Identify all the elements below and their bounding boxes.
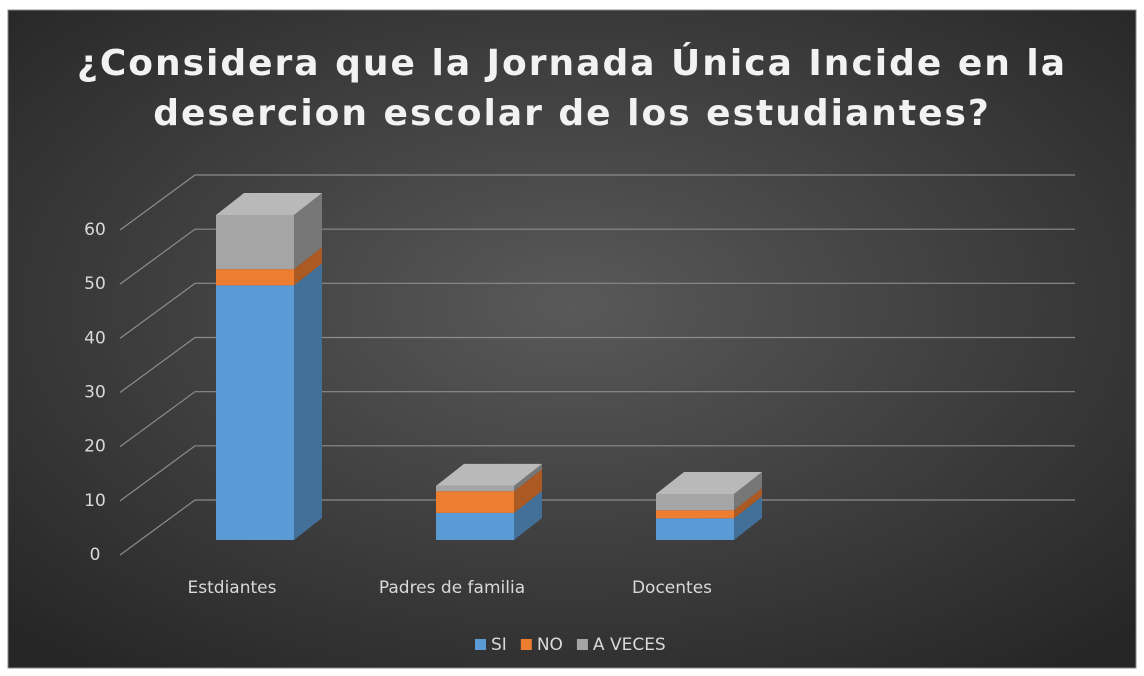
bar [436,512,514,540]
legend-label: A VECES [593,635,666,655]
grid-line [119,282,1075,339]
bar-side [734,488,762,519]
legend-swatch [576,639,588,650]
legend-label: SI [491,635,507,655]
bar-side [734,471,762,511]
legend-swatch [475,639,486,650]
y-tick-label: 30 [84,383,106,403]
bar-side [514,463,542,492]
grid-line [119,445,1075,502]
bar [216,269,294,286]
bar-side [294,263,322,540]
bar [656,518,734,540]
bar-top [216,193,322,215]
bar [216,215,294,270]
bar-top [436,463,542,486]
x-tick-label: Padres de familia [379,578,525,598]
bar-side [514,490,542,540]
legend-label: NO [537,635,563,655]
chart-title: ¿Considera que la Jornada Única Incide e… [77,42,1067,84]
y-tick-label: 40 [84,328,106,348]
grid-line [119,174,1075,231]
chart-title: desercion escolar de los estudiantes? [153,93,991,134]
y-tick-label: 60 [84,220,106,240]
bar [656,493,734,511]
x-tick-label: Estdiantes [188,578,277,598]
y-tick-label: 50 [84,274,106,294]
y-tick-label: 20 [84,437,106,457]
grid-line [119,336,1075,393]
chart-background [7,9,1137,669]
bar-side [294,247,322,286]
legend-swatch [520,639,532,650]
bar-side [294,193,322,270]
grid-line [119,228,1075,285]
x-tick-label: Docentes [632,578,712,598]
bar [436,491,514,513]
grid-line [119,391,1075,448]
bar [216,285,294,540]
bar-side [734,496,762,540]
bar-top [656,471,762,494]
y-tick-label: 10 [84,491,106,511]
bar-side [514,469,542,513]
grid-line [119,499,1075,556]
bar [436,485,514,492]
bar [656,510,734,519]
y-tick-label: 0 [90,545,101,565]
